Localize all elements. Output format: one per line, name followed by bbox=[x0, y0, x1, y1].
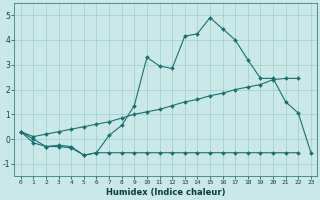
X-axis label: Humidex (Indice chaleur): Humidex (Indice chaleur) bbox=[106, 188, 226, 197]
